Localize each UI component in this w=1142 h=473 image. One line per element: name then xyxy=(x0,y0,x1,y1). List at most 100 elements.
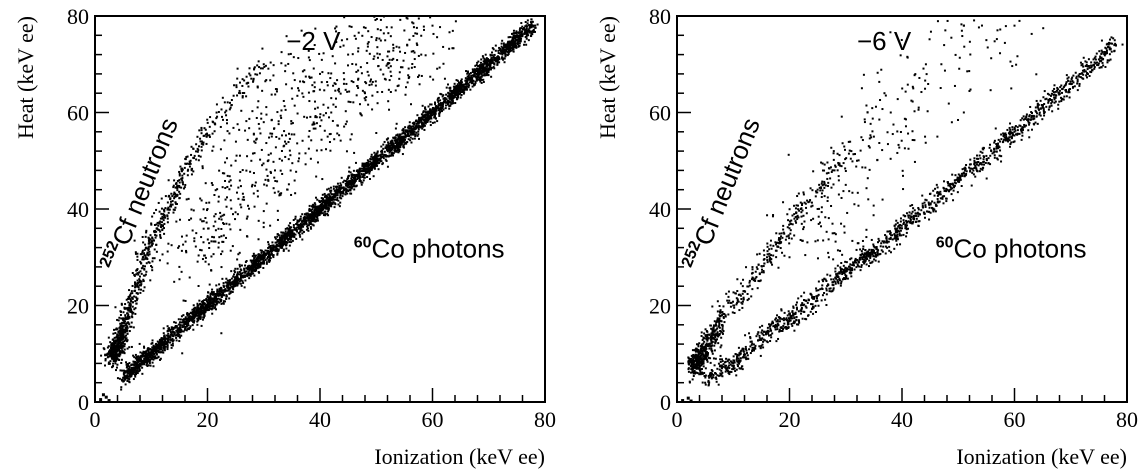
data-point xyxy=(488,62,491,65)
data-point xyxy=(265,253,268,256)
data-point xyxy=(143,357,146,360)
data-point xyxy=(511,48,514,51)
data-point xyxy=(166,334,169,337)
data-point xyxy=(270,250,273,253)
data-point xyxy=(305,213,308,216)
data-point xyxy=(122,340,125,343)
data-point xyxy=(339,45,342,48)
data-point xyxy=(280,109,283,112)
data-point xyxy=(114,359,117,362)
data-point xyxy=(235,154,238,157)
data-point xyxy=(152,358,155,361)
data-point xyxy=(274,241,277,244)
data-point xyxy=(369,80,372,83)
data-point xyxy=(351,180,354,183)
data-point xyxy=(220,332,223,335)
data-point xyxy=(392,146,395,149)
data-point xyxy=(338,189,341,192)
data-point xyxy=(513,42,516,45)
data-point xyxy=(276,244,279,247)
data-point xyxy=(251,268,254,271)
data-point xyxy=(132,363,135,366)
data-point xyxy=(209,307,212,310)
data-point xyxy=(374,156,377,159)
data-point xyxy=(272,256,275,259)
data-point xyxy=(384,147,387,150)
data-point xyxy=(317,212,320,215)
data-point xyxy=(214,123,217,126)
data-point xyxy=(362,173,365,176)
data-point xyxy=(418,119,421,122)
data-point xyxy=(180,315,183,318)
data-point xyxy=(471,85,474,88)
data-point xyxy=(159,235,162,238)
data-point xyxy=(188,276,191,279)
data-point xyxy=(243,275,246,278)
data-point xyxy=(124,303,127,306)
data-point xyxy=(248,264,251,267)
data-point xyxy=(424,111,427,114)
data-point xyxy=(206,134,209,137)
data-point xyxy=(133,239,136,242)
data-point xyxy=(490,75,493,78)
data-point xyxy=(220,295,223,298)
data-point xyxy=(120,317,123,320)
data-point xyxy=(142,241,145,244)
data-point xyxy=(387,155,390,158)
data-point xyxy=(302,225,305,228)
data-point xyxy=(124,330,127,333)
data-point xyxy=(211,312,214,315)
data-point xyxy=(458,93,461,96)
data-point xyxy=(355,170,358,173)
data-point xyxy=(509,46,512,49)
data-point xyxy=(268,258,271,261)
data-point xyxy=(488,59,491,62)
data-point xyxy=(350,184,353,187)
data-point xyxy=(268,256,271,259)
data-point xyxy=(225,295,228,298)
data-point xyxy=(340,176,343,179)
data-point xyxy=(166,348,169,351)
data-point xyxy=(183,186,186,189)
data-point xyxy=(354,178,357,181)
data-point xyxy=(158,222,161,225)
data-point xyxy=(302,223,305,226)
data-point xyxy=(253,265,256,268)
data-point xyxy=(135,357,138,360)
data-point xyxy=(308,129,311,132)
data-point xyxy=(173,179,176,182)
data-point xyxy=(329,201,332,204)
data-point xyxy=(126,312,129,315)
data-point xyxy=(155,208,158,211)
data-point xyxy=(241,84,244,87)
data-point xyxy=(149,245,152,248)
data-point xyxy=(512,32,515,35)
data-point xyxy=(220,108,223,111)
data-point xyxy=(449,104,452,107)
data-point xyxy=(433,108,436,111)
data-point xyxy=(529,35,532,38)
data-point xyxy=(396,59,399,62)
data-point xyxy=(122,373,125,376)
data-point xyxy=(180,321,183,324)
data-point xyxy=(175,203,178,206)
data-point xyxy=(127,321,130,324)
data-point xyxy=(271,254,274,257)
data-point xyxy=(151,266,154,269)
data-point xyxy=(282,241,285,244)
data-point xyxy=(186,314,189,317)
data-point xyxy=(252,192,255,195)
data-point xyxy=(513,46,516,49)
data-point xyxy=(273,245,276,248)
data-point xyxy=(257,253,260,256)
data-point xyxy=(238,89,241,92)
data-point xyxy=(225,114,228,117)
data-point xyxy=(437,107,440,110)
data-point xyxy=(238,263,241,266)
data-point xyxy=(371,94,374,97)
data-point xyxy=(364,99,367,102)
data-point xyxy=(384,154,387,157)
data-point xyxy=(164,337,167,340)
data-point xyxy=(332,84,335,87)
data-point xyxy=(523,32,526,35)
